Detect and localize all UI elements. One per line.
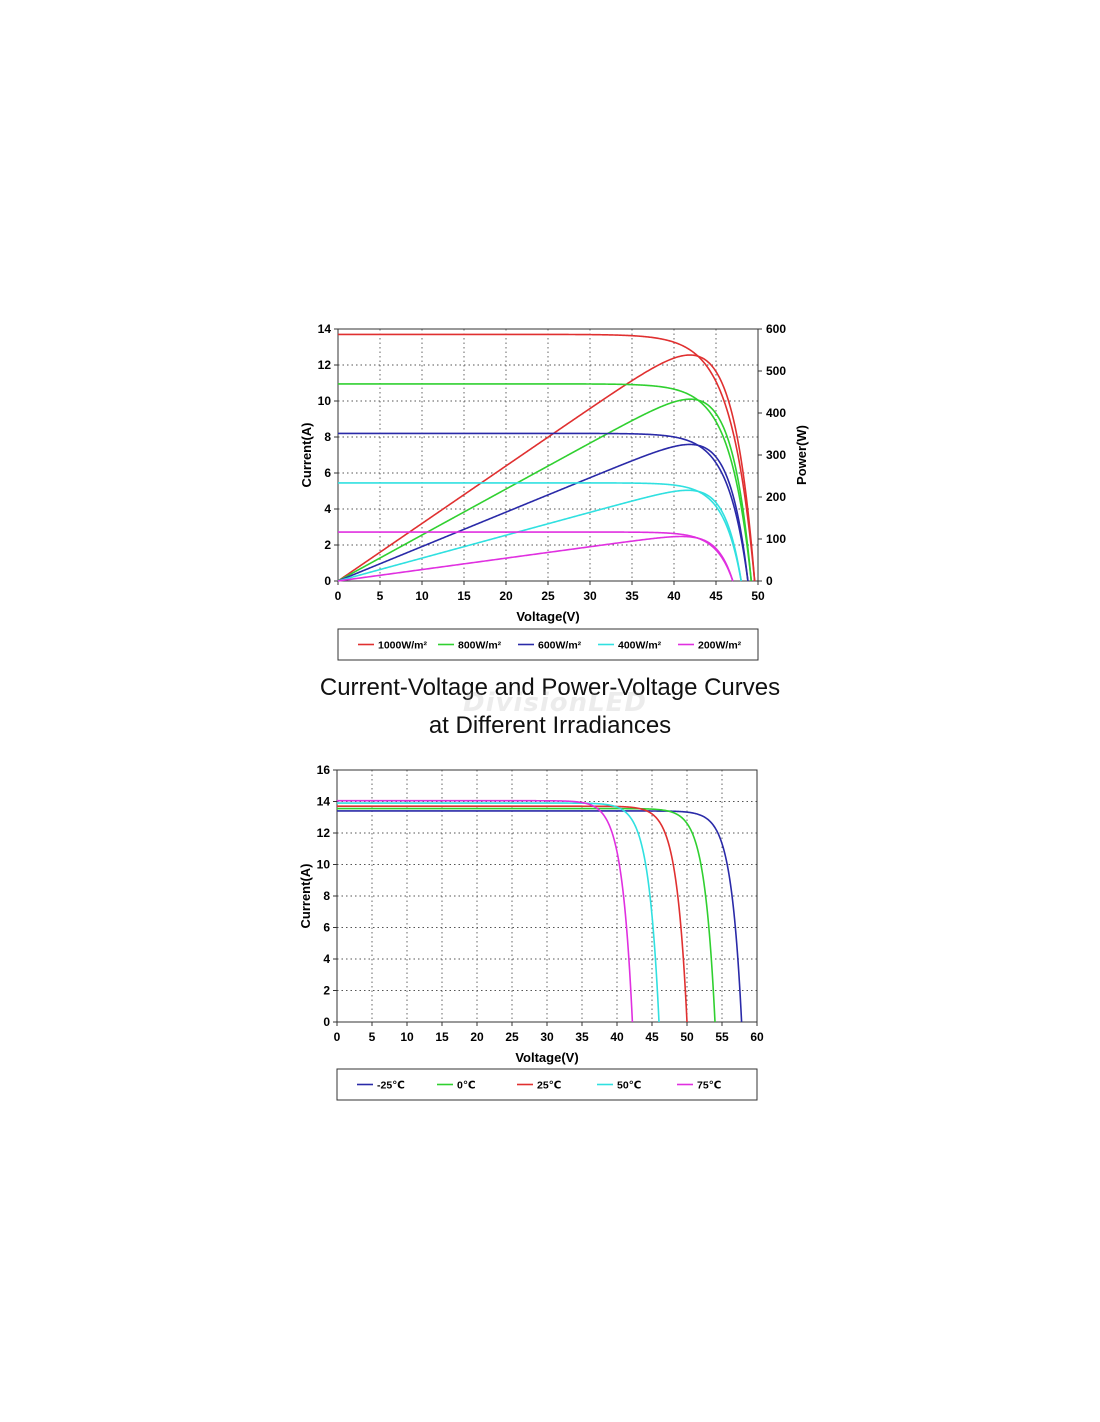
chart1-series-0-pv-curve (337, 354, 756, 582)
chart1-y2tick-label: 600 (766, 322, 786, 336)
chart2-ytick-label: 2 (323, 984, 330, 998)
chart2-series-4-iv-curve (337, 799, 634, 1023)
chart2-ytick-label: 8 (323, 889, 330, 903)
chart1-ytick-label: 14 (318, 322, 332, 336)
chart1-y2axis-title: Power(W) (794, 425, 809, 485)
iv-pv-irradiance-chart: 0 5 10 15 20 25 30 35 40 45 5002468101214Voltage(V… (299, 322, 809, 661)
chart2-ytick-label: 0 (323, 1015, 330, 1029)
chart1-xtick-label: 45 (709, 589, 723, 603)
chart1-series-4-iv-curve (338, 531, 734, 582)
chart2-xtick-label: 60 (750, 1030, 764, 1044)
chart1-y2tick-label: 500 (766, 364, 786, 378)
watermark-logo: DivisionLED (462, 688, 648, 718)
chart2-legend-label-2: 25℃ (537, 1080, 561, 1092)
chart2-ytick-label: 10 (317, 858, 331, 872)
chart1-legend-label-2: 600W/m² (538, 640, 582, 652)
chart2-legend-label-3: 50℃ (617, 1080, 641, 1092)
chart2-legend-label-1: 0℃ (457, 1080, 476, 1092)
chart1-y2tick-label: 200 (766, 490, 786, 504)
chart1-xtick-label: 0 (335, 589, 342, 603)
chart2-xtick-label: 45 (645, 1030, 659, 1044)
chart2-series-3-iv-curve (337, 802, 660, 1023)
chart1-series-1-pv-curve (337, 398, 753, 582)
chart1-legend-label-1: 800W/m² (458, 640, 502, 652)
chart2-xtick-label: 0 (334, 1030, 341, 1044)
chart1-ytick-label: 6 (324, 466, 331, 480)
chart1-ytick-label: 4 (324, 502, 331, 516)
chart1-ytick-label: 2 (324, 538, 331, 552)
chart1-xtick-label: 15 (457, 589, 471, 603)
chart2-xtick-label: 10 (400, 1030, 414, 1044)
chart1-ytick-label: 12 (318, 358, 332, 372)
chart2-xtick-label: 15 (435, 1030, 449, 1044)
chart2-xtick-label: 25 (505, 1030, 519, 1044)
chart2-xtick-label: 30 (540, 1030, 554, 1044)
chart2-legend-label-4: 75℃ (697, 1080, 721, 1092)
chart1-legend-label-4: 200W/m² (698, 640, 742, 652)
figure-title-line1: Current-Voltage and Power-Voltage Curves (319, 674, 781, 701)
chart1-y2tick-label: 0 (766, 574, 773, 588)
chart2-series-1-iv-curve (337, 807, 716, 1023)
chart1-xtick-label: 35 (625, 589, 639, 603)
chart2-series-0-iv-curve (337, 810, 743, 1023)
chart1-series-3-pv-curve (337, 489, 742, 582)
chart1-ytick-label: 0 (324, 574, 331, 588)
chart2-xtick-label: 55 (715, 1030, 729, 1044)
chart1-series-2-pv-curve (337, 443, 749, 582)
chart1-series-0-iv-curve (338, 333, 756, 582)
chart1-plot: 0 5 10 15 20 25 30 35 40 45 5002468101214Voltage(V… (299, 322, 809, 624)
chart1-xaxis-title: Voltage(V) (516, 609, 579, 624)
figure-title-line2: at Different Irradiances (428, 712, 672, 739)
chart2-yaxis-title: Current(A) (298, 864, 313, 929)
chart2-xaxis-title: Voltage(V) (515, 1050, 578, 1065)
chart1-xtick-label: 30 (583, 589, 597, 603)
chart2-xtick-label: 5 (369, 1030, 376, 1044)
chart1-xtick-label: 50 (751, 589, 765, 603)
chart1-y2tick-label: 100 (766, 532, 786, 546)
chart1-xtick-label: 5 (377, 589, 384, 603)
chart2-ytick-label: 6 (323, 921, 330, 935)
chart2-legend-label-0: -25℃ (377, 1080, 405, 1092)
chart1-series-2-iv-curve (338, 432, 749, 582)
chart2-ytick-label: 4 (323, 952, 330, 966)
chart1-series-3-iv-curve (338, 482, 742, 582)
chart1-ytick-label: 8 (324, 430, 331, 444)
chart1-yaxis-title: Current(A) (299, 423, 314, 488)
chart1-series-4-pv-curve (337, 535, 734, 582)
chart2-xtick-label: 50 (680, 1030, 694, 1044)
chart1-xtick-label: 25 (541, 589, 555, 603)
chart1-xtick-label: 20 (499, 589, 513, 603)
chart1-legend-label-3: 400W/m² (618, 640, 662, 652)
chart2-xtick-label: 40 (610, 1030, 624, 1044)
chart2-series-2-iv-curve (337, 805, 688, 1023)
chart1-y2tick-label: 400 (766, 406, 786, 420)
chart2-xtick-label: 20 (470, 1030, 484, 1044)
chart2-plot: 0 5 10 15 20 25 30 35 40 45 50 55 60 0 2 4 6 8 10 12 14 16 Vol… (298, 763, 764, 1065)
chart1-legend-label-0: 1000W/m² (378, 640, 428, 652)
chart2-plot-frame (336, 769, 758, 1023)
chart2-legend-frame (336, 1068, 758, 1101)
chart2-xtick-label: 35 (575, 1030, 589, 1044)
chart1-legend: 1000W/m² 800W/m² 600W/m² 400W/m² 200W/m² (337, 628, 759, 661)
chart2-legend: -25℃ 0℃ 25℃ 50℃ 75℃ (336, 1068, 758, 1101)
chart1-xtick-label: 40 (667, 589, 681, 603)
chart1-ytick-label: 10 (318, 394, 332, 408)
chart1-series-1-iv-curve (338, 383, 753, 582)
chart2-ytick-label: 14 (317, 795, 331, 809)
chart1-xtick-label: 10 (415, 589, 429, 603)
chart1-y2tick-label: 300 (766, 448, 786, 462)
chart2-ytick-label: 16 (317, 763, 331, 777)
chart2-ytick-label: 12 (317, 826, 331, 840)
